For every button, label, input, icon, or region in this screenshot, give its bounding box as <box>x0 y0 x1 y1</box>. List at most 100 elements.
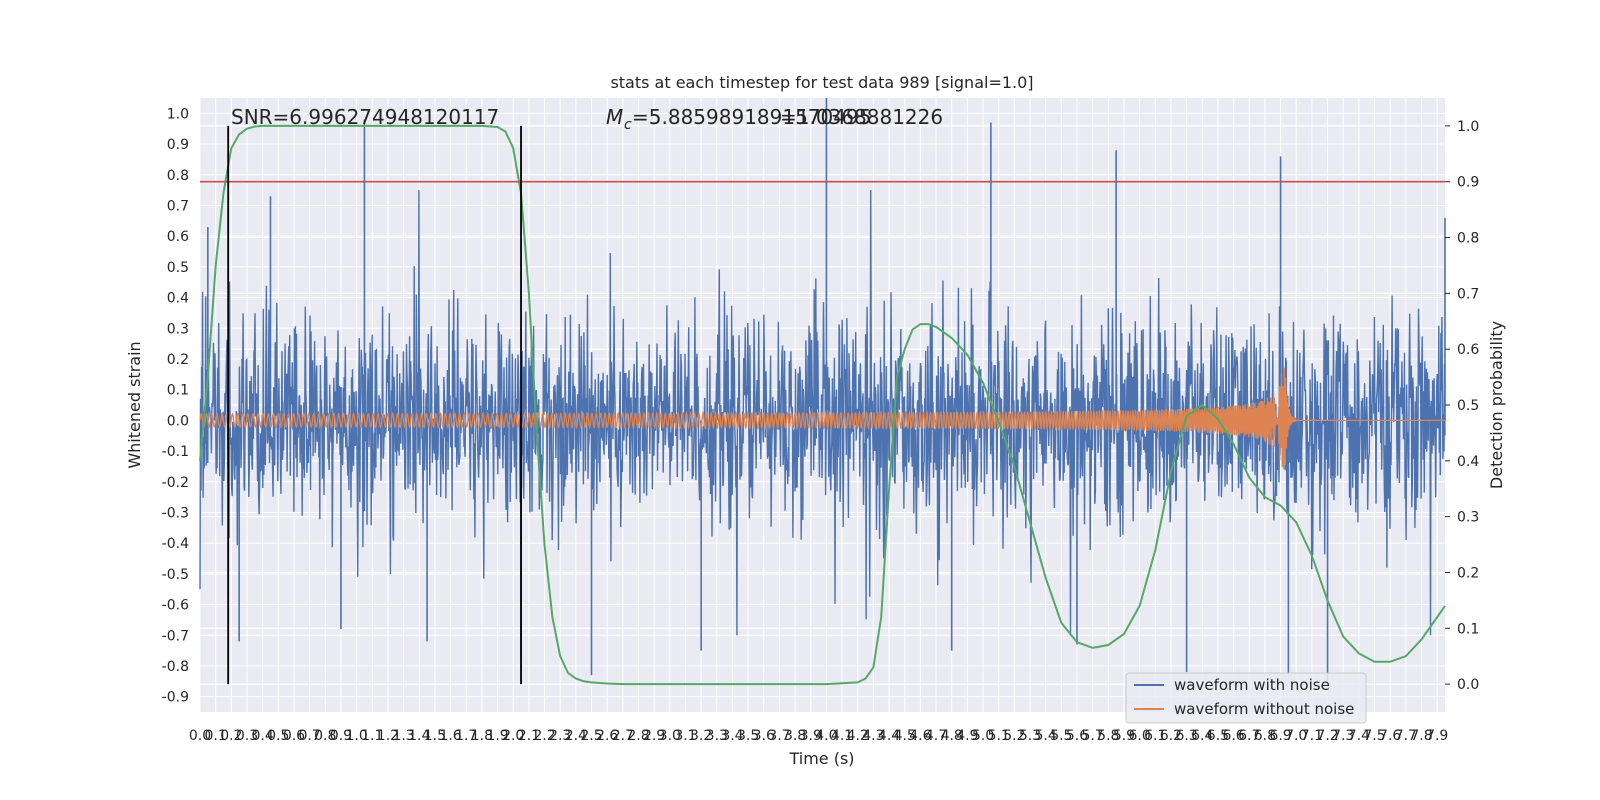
x-tick-label: 7.4 <box>1348 728 1370 744</box>
x-tick-label: 0.3 <box>236 728 258 744</box>
y-axis-left-label: Whitened strain <box>125 341 144 468</box>
y-left-tick-label: 1.0 <box>167 106 189 122</box>
x-tick-label: 6.3 <box>1175 728 1197 744</box>
x-tick-label: 4.0 <box>815 728 837 744</box>
reference-lines <box>200 125 1445 685</box>
mc-symbol: M <box>606 105 623 129</box>
x-tick-label: 5.1 <box>988 728 1010 744</box>
x-tick-label: 1.4 <box>408 728 430 744</box>
y-left-tick-label: 0.9 <box>167 137 189 153</box>
y-left-ticks: 1.0 0.9 0.8 0.7 0.6 0.5 0.4 0.3 0.2 0.1 0.0 -0.1 -0.… <box>162 106 189 705</box>
y-right-tick-label: 1.0 <box>1457 119 1479 135</box>
x-tick-label: 2.1 <box>518 728 540 744</box>
x-tick-label: 2.6 <box>596 728 618 744</box>
x-tick-label: 0.8 <box>314 728 336 744</box>
x-tick-label: 2.3 <box>549 728 571 744</box>
y-left-tick-label: 0.1 <box>167 383 189 399</box>
x-tick-label: 2.9 <box>643 728 665 744</box>
x-tick-label: 4.8 <box>941 728 963 744</box>
x-tick-label: 7.6 <box>1379 728 1401 744</box>
x-tick-label: 0.1 <box>205 728 227 744</box>
x-tick-label: 2.8 <box>627 728 649 744</box>
x-tick-label: 4.9 <box>956 728 978 744</box>
legend-box <box>1125 672 1367 724</box>
x-tick-label: 1.9 <box>486 728 508 744</box>
y-left-tick-label: -0.6 <box>162 598 189 614</box>
x-tick-label: 1.6 <box>439 728 461 744</box>
x-tick-label: 5.6 <box>1066 728 1088 744</box>
x-tick-label: 6.1 <box>1144 728 1166 744</box>
x-tick-label: 3.2 <box>690 728 712 744</box>
y-left-tick-label: 0.5 <box>167 260 189 276</box>
x-tick-label: 2.0 <box>502 728 524 744</box>
overlap-annotation: =1.0368881226 <box>780 105 943 129</box>
y-right-tick-label: 0.9 <box>1457 175 1479 191</box>
y-right-tick-label: 0.2 <box>1457 565 1479 581</box>
x-tick-label: 3.3 <box>706 728 728 744</box>
x-axis-label: Time (s) <box>788 749 854 768</box>
x-tick-label: 6.2 <box>1160 728 1182 744</box>
y-left-tick-label: 0.7 <box>167 198 189 214</box>
noise-waveform-line <box>199 190 1446 636</box>
x-tick-label: 6.0 <box>1128 728 1150 744</box>
mc-annotation: =5.8859891891570495 <box>632 105 871 129</box>
x-tick-label: 1.8 <box>471 728 493 744</box>
x-tick-label: 3.5 <box>737 728 759 744</box>
y-right-tick-label: 0.5 <box>1457 398 1479 414</box>
x-tick-label: 4.2 <box>847 728 869 744</box>
x-tick-label: 0.4 <box>252 728 274 744</box>
legend-label-clean: waveform without noise <box>1174 700 1354 718</box>
y-left-tick-label: 0.4 <box>167 291 189 307</box>
x-tick-label: 5.3 <box>1019 728 1041 744</box>
x-tick-label: 3.9 <box>800 728 822 744</box>
x-tick-label: 5.5 <box>1050 728 1072 744</box>
noise-waveform <box>199 98 1446 682</box>
probability-curve-group <box>199 124 1446 686</box>
y-right-tick-label: 0.6 <box>1457 342 1479 358</box>
y-right-tick-label: 0.1 <box>1457 621 1479 637</box>
y-left-tick-label: -0.5 <box>162 567 189 583</box>
x-tick-label: 2.7 <box>612 728 634 744</box>
y-left-tick-label: 0.0 <box>167 413 189 429</box>
x-tick-label: 1.1 <box>361 728 383 744</box>
x-tick-label: 5.4 <box>1035 728 1057 744</box>
y-right-tick-label: 0.3 <box>1457 510 1479 526</box>
y-right-tick-label: 0.4 <box>1457 454 1479 470</box>
x-tick-label: 0.2 <box>220 728 242 744</box>
x-tick-label: 1.0 <box>345 728 367 744</box>
x-tick-label: 0.5 <box>267 728 289 744</box>
x-tick-label: 7.1 <box>1301 728 1323 744</box>
y-right-tick-label: 0.8 <box>1457 231 1479 247</box>
y-left-tick-label: 0.6 <box>167 229 189 245</box>
y-right-tick-label: 0.0 <box>1457 677 1479 693</box>
x-tick-label: 6.9 <box>1269 728 1291 744</box>
x-tick-label: 3.7 <box>768 728 790 744</box>
probability-curve <box>199 124 1446 686</box>
x-tick-label: 6.7 <box>1238 728 1260 744</box>
x-tick-label: 7.3 <box>1332 728 1354 744</box>
x-tick-label: 2.4 <box>565 728 587 744</box>
x-tick-label: 4.1 <box>831 728 853 744</box>
y-left-tick-label: 0.3 <box>167 321 189 337</box>
y-left-tick-label: -0.1 <box>162 444 189 460</box>
x-tick-label: 3.1 <box>674 728 696 744</box>
x-tick-label: 3.8 <box>784 728 806 744</box>
x-tick-label: 4.6 <box>909 728 931 744</box>
x-tick-label: 0.9 <box>330 728 352 744</box>
x-tick-label: 5.7 <box>1082 728 1104 744</box>
x-tick-label: 4.5 <box>894 728 916 744</box>
x-tick-label: 6.8 <box>1254 728 1276 744</box>
x-tick-label: 7.2 <box>1316 728 1338 744</box>
y-left-tick-label: -0.7 <box>162 628 189 644</box>
x-tick-label: 1.5 <box>424 728 446 744</box>
x-tick-label: 3.0 <box>659 728 681 744</box>
chart-title: stats at each timestep for test data 989… <box>610 73 1033 92</box>
x-tick-label: 5.2 <box>1003 728 1025 744</box>
x-tick-label: 7.5 <box>1363 728 1385 744</box>
x-tick-label: 5.8 <box>1097 728 1119 744</box>
x-tick-label: 6.4 <box>1191 728 1213 744</box>
y-right-tick-label: 0.7 <box>1457 286 1479 302</box>
x-ticks: 0.00.10.20.30.40.50.60.70.80.91.01.11.21… <box>189 728 1448 744</box>
x-tick-label: 7.9 <box>1426 728 1448 744</box>
